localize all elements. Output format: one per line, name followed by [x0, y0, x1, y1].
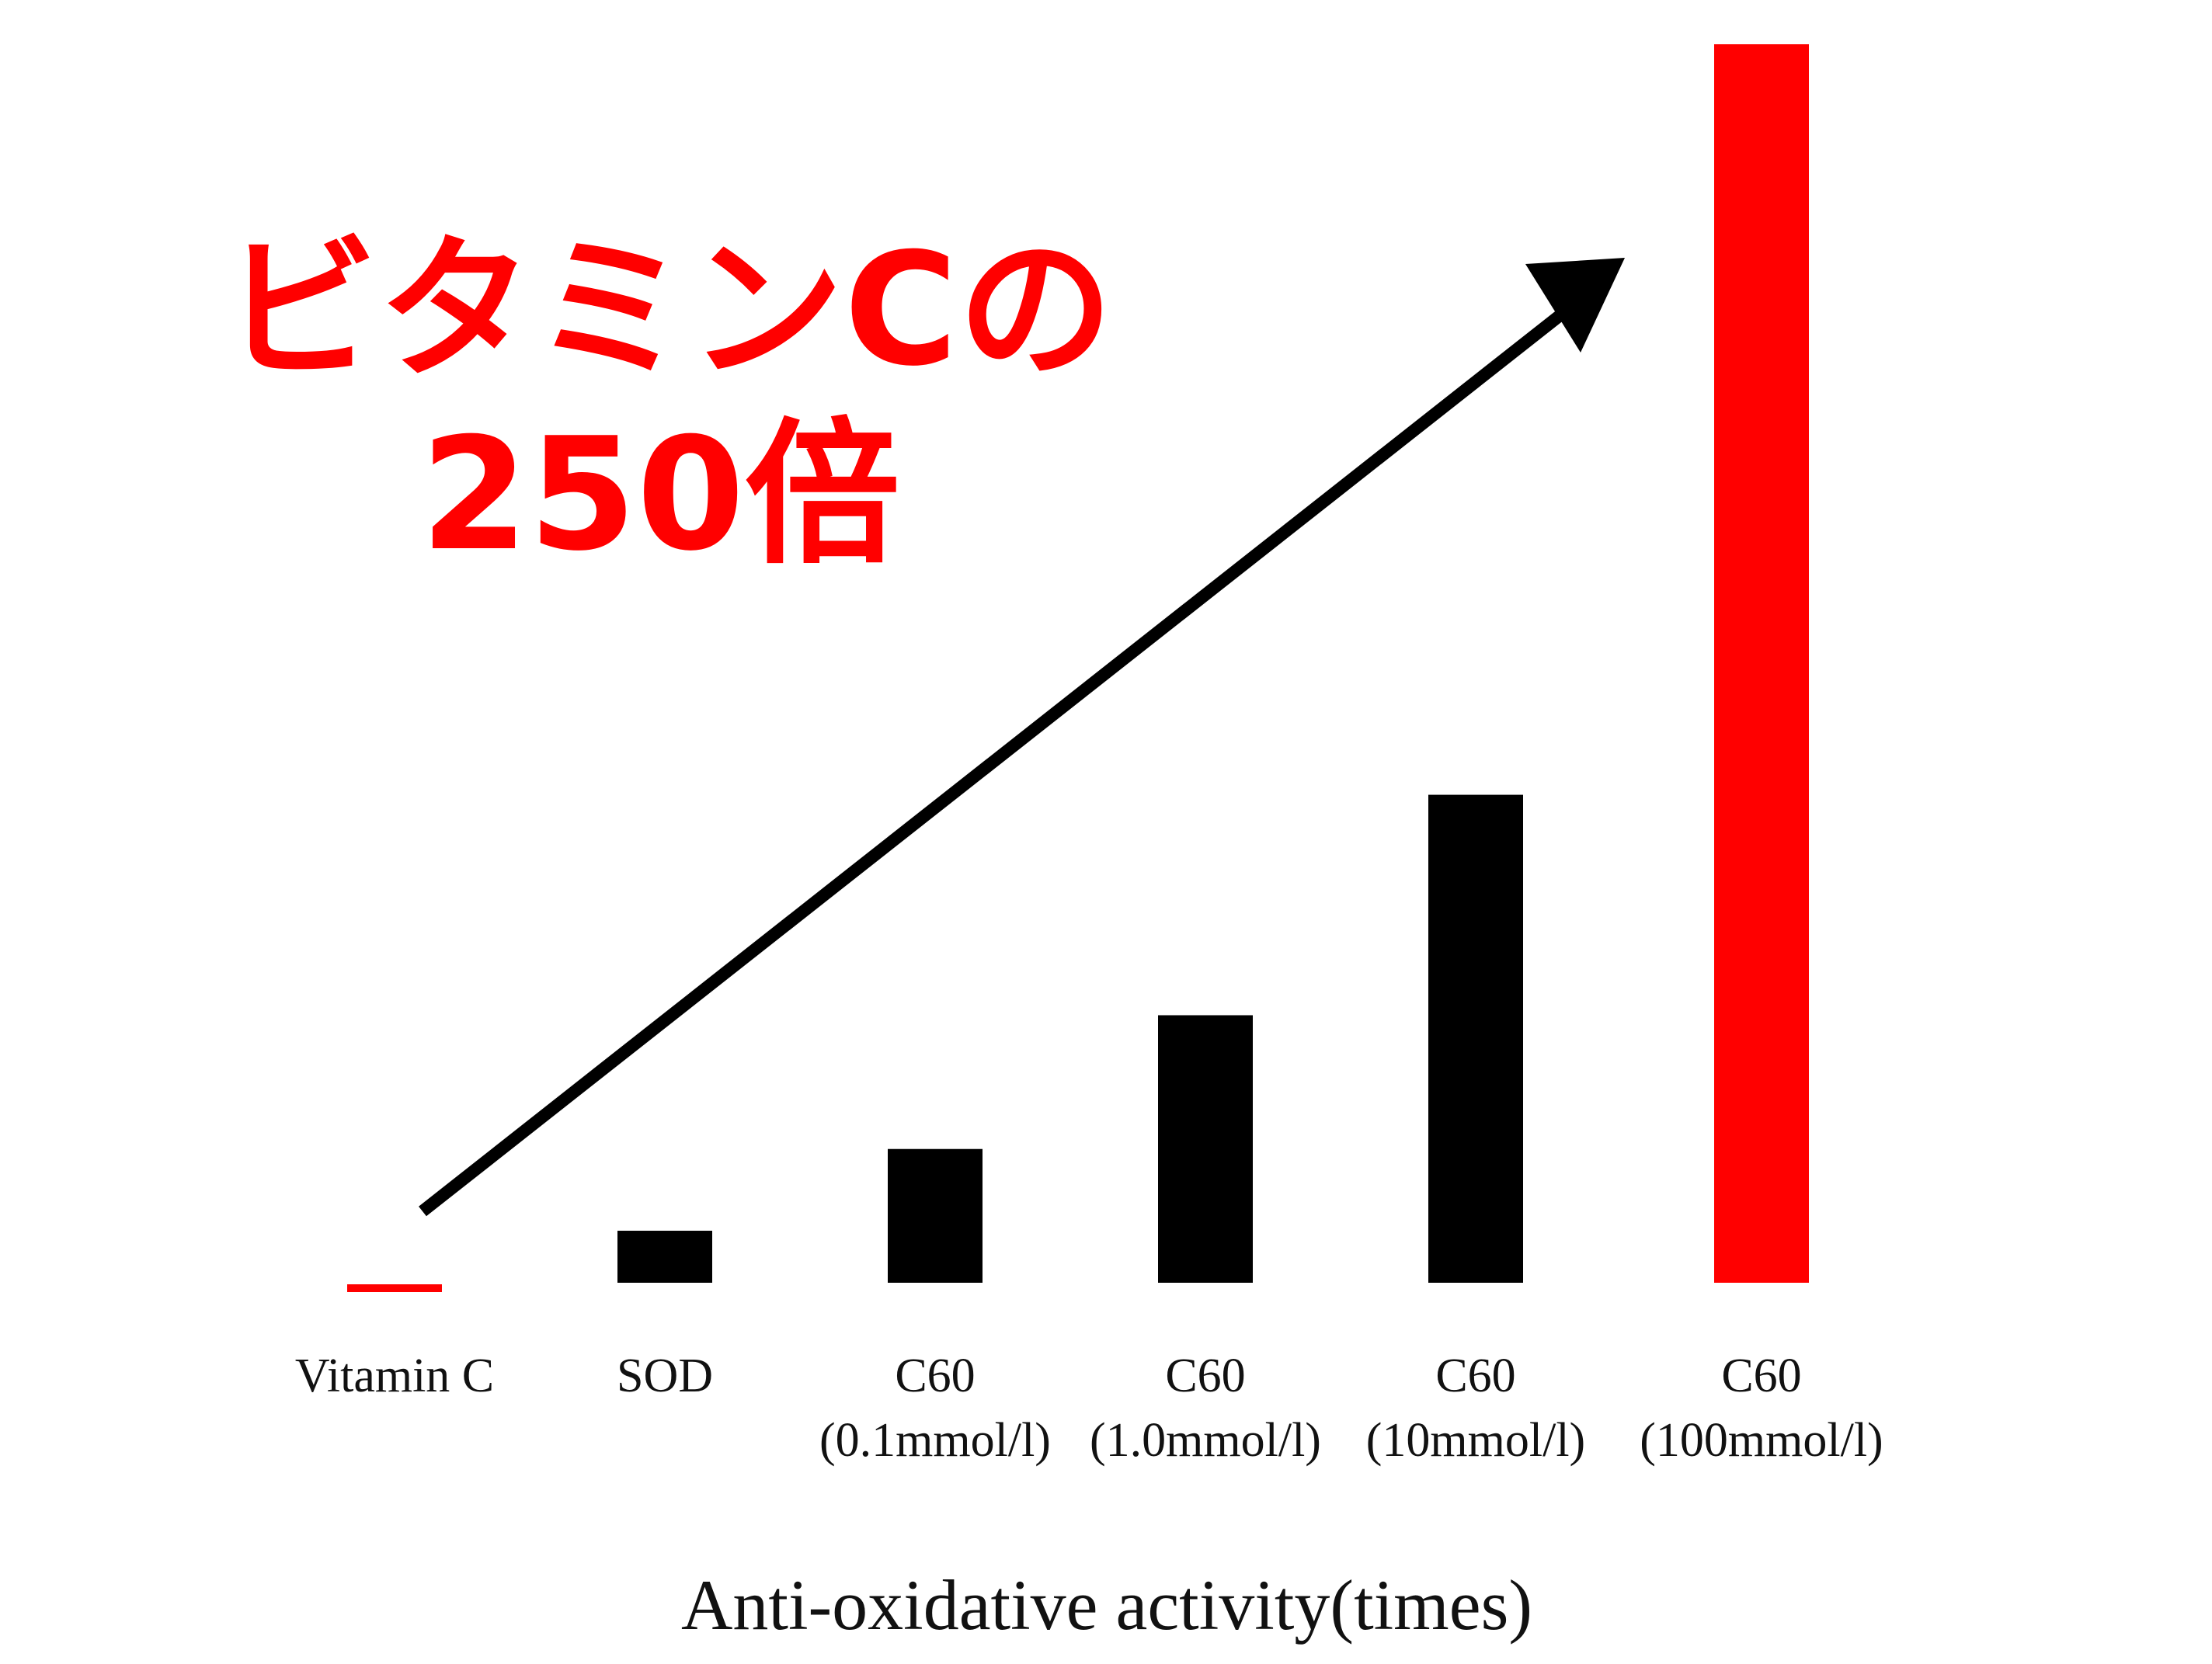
x-tick-labels: Vitamin C SOD C60 (0.1mmol/l) C60 (1.0mmol/l)… — [295, 1350, 1883, 1467]
bar-6 — [1714, 44, 1809, 1283]
x-tick-label-3-line-1: C60 — [895, 1350, 975, 1402]
x-tick-label-5-line-1: C60 — [1435, 1350, 1515, 1402]
x-tick-label-1-line-1: Vitamin C — [295, 1350, 494, 1402]
x-tick-label-6-line-2: (100mmol/l) — [1640, 1414, 1883, 1467]
headline-line-2: 250倍 — [420, 405, 899, 585]
trend-arrow-head — [1525, 258, 1625, 353]
headline-line-1: ビタミンCの — [223, 220, 1114, 401]
x-tick-label-6-line-1: C60 — [1721, 1350, 1801, 1402]
headline: ビタミンCの 250倍 — [223, 220, 1114, 585]
x-tick-label-4-line-2: (1.0mmol/l) — [1090, 1414, 1321, 1467]
bar-1 — [347, 1284, 442, 1292]
x-tick-label-5-line-2: (10mmol/l) — [1366, 1414, 1585, 1467]
x-tick-label-4-line-1: C60 — [1165, 1350, 1245, 1402]
bar-5 — [1428, 794, 1523, 1283]
bar-2 — [617, 1231, 712, 1283]
x-axis-title: Anti-oxidative activity(times) — [681, 1565, 1532, 1645]
trend-arrow — [419, 258, 1625, 1217]
trend-arrow-shaft — [419, 309, 1565, 1217]
x-tick-label-3-line-2: (0.1mmol/l) — [819, 1414, 1051, 1467]
x-tick-label-2-line-1: SOD — [617, 1350, 713, 1402]
bars — [347, 44, 1809, 1292]
bar-3 — [888, 1148, 983, 1283]
bar-4 — [1158, 1015, 1253, 1283]
